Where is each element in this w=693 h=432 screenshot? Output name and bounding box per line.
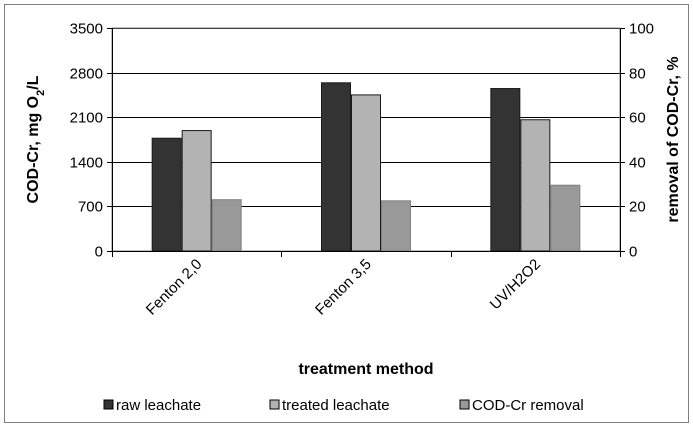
- y2-tick-label: 80: [629, 66, 646, 83]
- bar: [490, 88, 521, 252]
- legend-label: raw leachate: [116, 397, 201, 414]
- legend-label: COD-Cr removal: [472, 397, 584, 414]
- y-tick-label: 2100: [70, 110, 103, 127]
- bars: [151, 82, 581, 252]
- y-tick-label: 2800: [70, 66, 103, 83]
- legend-label: treated leachate: [282, 397, 390, 414]
- legend-swatch: [103, 399, 114, 410]
- y2-tick-label: 0: [629, 244, 637, 261]
- y2-tick-label: 60: [629, 110, 646, 127]
- bar: [351, 94, 381, 252]
- y2-axis-title: removal of COD-Cr, %: [665, 56, 682, 222]
- legend-swatch: [459, 399, 470, 410]
- y-tick-label: 0: [95, 244, 103, 261]
- bar: [151, 137, 182, 252]
- bar: [381, 200, 411, 252]
- legend: raw leachate treated leachate COD-Cr remov…: [103, 397, 584, 414]
- legend-swatch: [269, 399, 280, 410]
- y-tick-label: 3500: [70, 21, 103, 38]
- x-axis-title: treatment method: [298, 361, 433, 378]
- y-tick-label: 700: [78, 199, 103, 216]
- y2-tick-label: 40: [629, 155, 646, 172]
- axis-labels: COD-Cr, mg O2/L removal of COD-Cr, % treat…: [25, 56, 682, 378]
- bar: [181, 130, 212, 252]
- bar: [211, 199, 242, 252]
- y-tick-label: 1400: [70, 155, 103, 172]
- bar: [550, 184, 581, 252]
- y2-tick-label: 20: [629, 199, 646, 216]
- y2-tick-label: 100: [629, 21, 654, 38]
- y-axis-title: COD-Cr, mg O2/L: [25, 75, 47, 203]
- bar: [520, 119, 551, 252]
- bar: [321, 82, 351, 252]
